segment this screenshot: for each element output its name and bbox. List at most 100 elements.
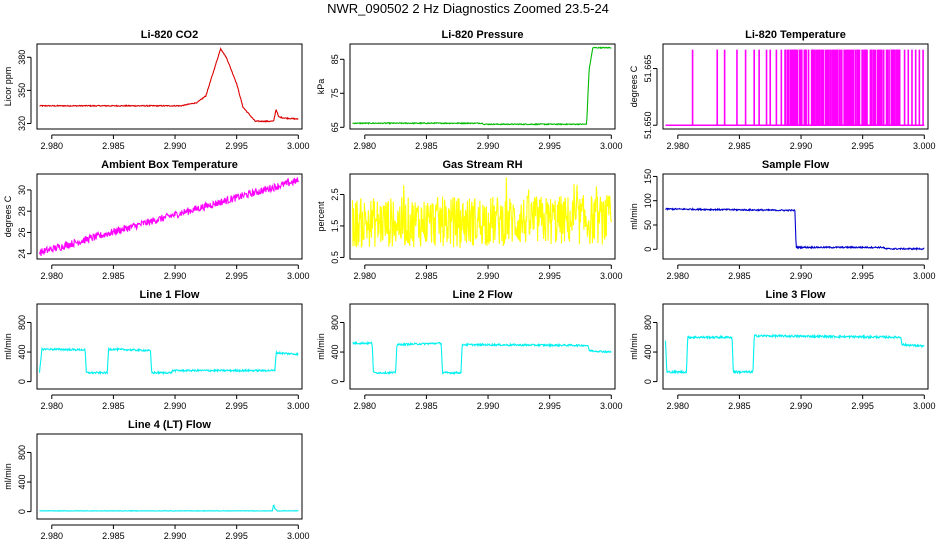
x-tick-label: 2.985 bbox=[728, 401, 751, 411]
plot-frame bbox=[349, 303, 616, 390]
page-title: NWR_090502 2 Hz Diagnostics Zoomed 23.5-… bbox=[327, 1, 609, 16]
x-axis: 2.980 2.985 2.990 2.995 3.000 bbox=[667, 134, 936, 151]
y-axis-label: Licor ppm bbox=[3, 67, 13, 107]
x-tick-label: 3.000 bbox=[287, 401, 310, 411]
x-tick-label: 2.995 bbox=[538, 141, 561, 151]
series-line bbox=[664, 333, 925, 375]
plot-frame bbox=[36, 433, 303, 520]
series-line bbox=[39, 46, 299, 123]
y-tick-label: 85 bbox=[330, 54, 340, 64]
plot-area bbox=[664, 333, 925, 375]
y-axis-label: ml/min bbox=[316, 333, 326, 360]
x-tick-label: 3.000 bbox=[600, 271, 623, 281]
x-tick-label: 2.990 bbox=[790, 271, 813, 281]
y-tick-label: 24 bbox=[17, 249, 27, 259]
x-axis: 2.980 2.985 2.990 2.995 3.000 bbox=[354, 394, 623, 411]
y-axis: 0 400 800 ml/min bbox=[316, 315, 345, 384]
x-tick-label: 2.985 bbox=[102, 531, 125, 540]
y-tick-label: 51.650 bbox=[643, 111, 653, 139]
chart-title: Line 4 (LT) Flow bbox=[128, 419, 211, 431]
x-tick-label: 2.995 bbox=[225, 531, 248, 540]
x-tick-label: 3.000 bbox=[287, 271, 310, 281]
series-line bbox=[352, 46, 612, 126]
plot-area bbox=[38, 177, 299, 256]
y-tick-label: 28 bbox=[17, 206, 27, 216]
x-tick-label: 2.990 bbox=[790, 401, 813, 411]
chart-title: Line 1 Flow bbox=[140, 289, 200, 301]
x-tick-label: 2.985 bbox=[415, 401, 438, 411]
y-tick-label: 800 bbox=[17, 445, 27, 460]
x-tick-label: 2.990 bbox=[164, 271, 187, 281]
x-tick-label: 2.985 bbox=[415, 141, 438, 151]
plot-area bbox=[665, 49, 925, 126]
y-axis: 51.650 51.665 degrees C bbox=[629, 55, 658, 139]
chart-panel-1: Li-820 CO2 2.980 2.985 2.990 2.995 3.000 320 35… bbox=[3, 29, 310, 151]
x-tick-label: 2.995 bbox=[851, 271, 874, 281]
plot-frame bbox=[662, 43, 929, 130]
y-tick-label: 0.5 bbox=[330, 251, 340, 264]
y-axis-label: kPa bbox=[316, 79, 326, 95]
y-tick-label: 400 bbox=[643, 345, 653, 360]
x-tick-label: 2.985 bbox=[728, 141, 751, 151]
chart-title: Li-820 Pressure bbox=[442, 29, 524, 41]
y-tick-label: 400 bbox=[17, 475, 27, 490]
x-tick-label: 3.000 bbox=[287, 141, 310, 151]
x-tick-label: 2.980 bbox=[667, 141, 690, 151]
y-tick-label: 2.5 bbox=[330, 188, 340, 201]
x-axis: 2.980 2.985 2.990 2.995 3.000 bbox=[41, 524, 310, 540]
x-axis: 2.980 2.985 2.990 2.995 3.000 bbox=[354, 264, 623, 281]
x-axis: 2.980 2.985 2.990 2.995 3.000 bbox=[41, 264, 310, 281]
x-tick-label: 3.000 bbox=[913, 271, 936, 281]
x-tick-label: 2.980 bbox=[354, 271, 377, 281]
plot-frame bbox=[36, 303, 303, 390]
y-tick-label: 400 bbox=[330, 345, 340, 360]
x-tick-label: 2.980 bbox=[354, 141, 377, 151]
x-tick-label: 2.980 bbox=[41, 401, 64, 411]
x-tick-label: 3.000 bbox=[600, 141, 623, 151]
y-tick-label: 350 bbox=[17, 83, 27, 98]
y-axis: 0 50 100 150 ml/min bbox=[629, 169, 658, 252]
chart-panel-5: Gas Stream RH 2.980 2.985 2.990 2.995 3.000 0.… bbox=[316, 159, 623, 281]
x-tick-label: 2.990 bbox=[164, 401, 187, 411]
x-tick-label: 2.995 bbox=[225, 401, 248, 411]
chart-title: Sample Flow bbox=[762, 159, 830, 171]
x-tick-label: 2.985 bbox=[415, 271, 438, 281]
y-tick-label: 100 bbox=[643, 193, 653, 208]
series-line bbox=[38, 346, 299, 376]
x-tick-label: 2.995 bbox=[538, 401, 561, 411]
x-tick-label: 2.980 bbox=[667, 401, 690, 411]
plot-area bbox=[665, 207, 925, 251]
y-tick-label: 400 bbox=[17, 345, 27, 360]
x-tick-label: 3.000 bbox=[287, 531, 310, 540]
chart-panel-2: Li-820 Pressure 2.980 2.985 2.990 2.995 3.000… bbox=[316, 29, 623, 151]
x-tick-label: 3.000 bbox=[600, 401, 623, 411]
y-tick-label: 800 bbox=[643, 315, 653, 330]
x-tick-label: 2.980 bbox=[41, 531, 64, 540]
y-axis-label: ml/min bbox=[629, 203, 639, 230]
x-tick-label: 2.990 bbox=[477, 271, 500, 281]
x-tick-label: 2.990 bbox=[477, 141, 500, 151]
y-tick-label: 30 bbox=[17, 185, 27, 195]
chart-title: Line 2 Flow bbox=[453, 289, 513, 301]
chart-panel-10: Line 4 (LT) Flow 2.980 2.985 2.990 2.995 3.00… bbox=[3, 419, 310, 540]
y-axis: 0 400 800 ml/min bbox=[629, 315, 658, 384]
chart-title: Li-820 CO2 bbox=[141, 29, 198, 41]
plot-area bbox=[38, 346, 299, 376]
x-axis: 2.980 2.985 2.990 2.995 3.000 bbox=[41, 394, 310, 411]
x-tick-label: 2.990 bbox=[164, 531, 187, 540]
y-tick-label: 150 bbox=[643, 169, 653, 184]
y-tick-label: 0 bbox=[17, 379, 27, 384]
chart-title: Line 3 Flow bbox=[766, 289, 826, 301]
y-tick-label: 51.665 bbox=[643, 55, 653, 83]
y-tick-label: 50 bbox=[643, 220, 653, 230]
y-axis: 0 400 800 ml/min bbox=[3, 445, 32, 514]
x-tick-label: 2.990 bbox=[790, 141, 813, 151]
series-line bbox=[665, 207, 925, 251]
x-tick-label: 2.980 bbox=[41, 141, 64, 151]
x-tick-label: 3.000 bbox=[913, 141, 936, 151]
y-axis: 0.5 1.5 2.5 percent bbox=[316, 188, 345, 264]
y-tick-label: 0 bbox=[17, 509, 27, 514]
x-tick-label: 2.990 bbox=[164, 141, 187, 151]
series-line bbox=[39, 504, 299, 512]
